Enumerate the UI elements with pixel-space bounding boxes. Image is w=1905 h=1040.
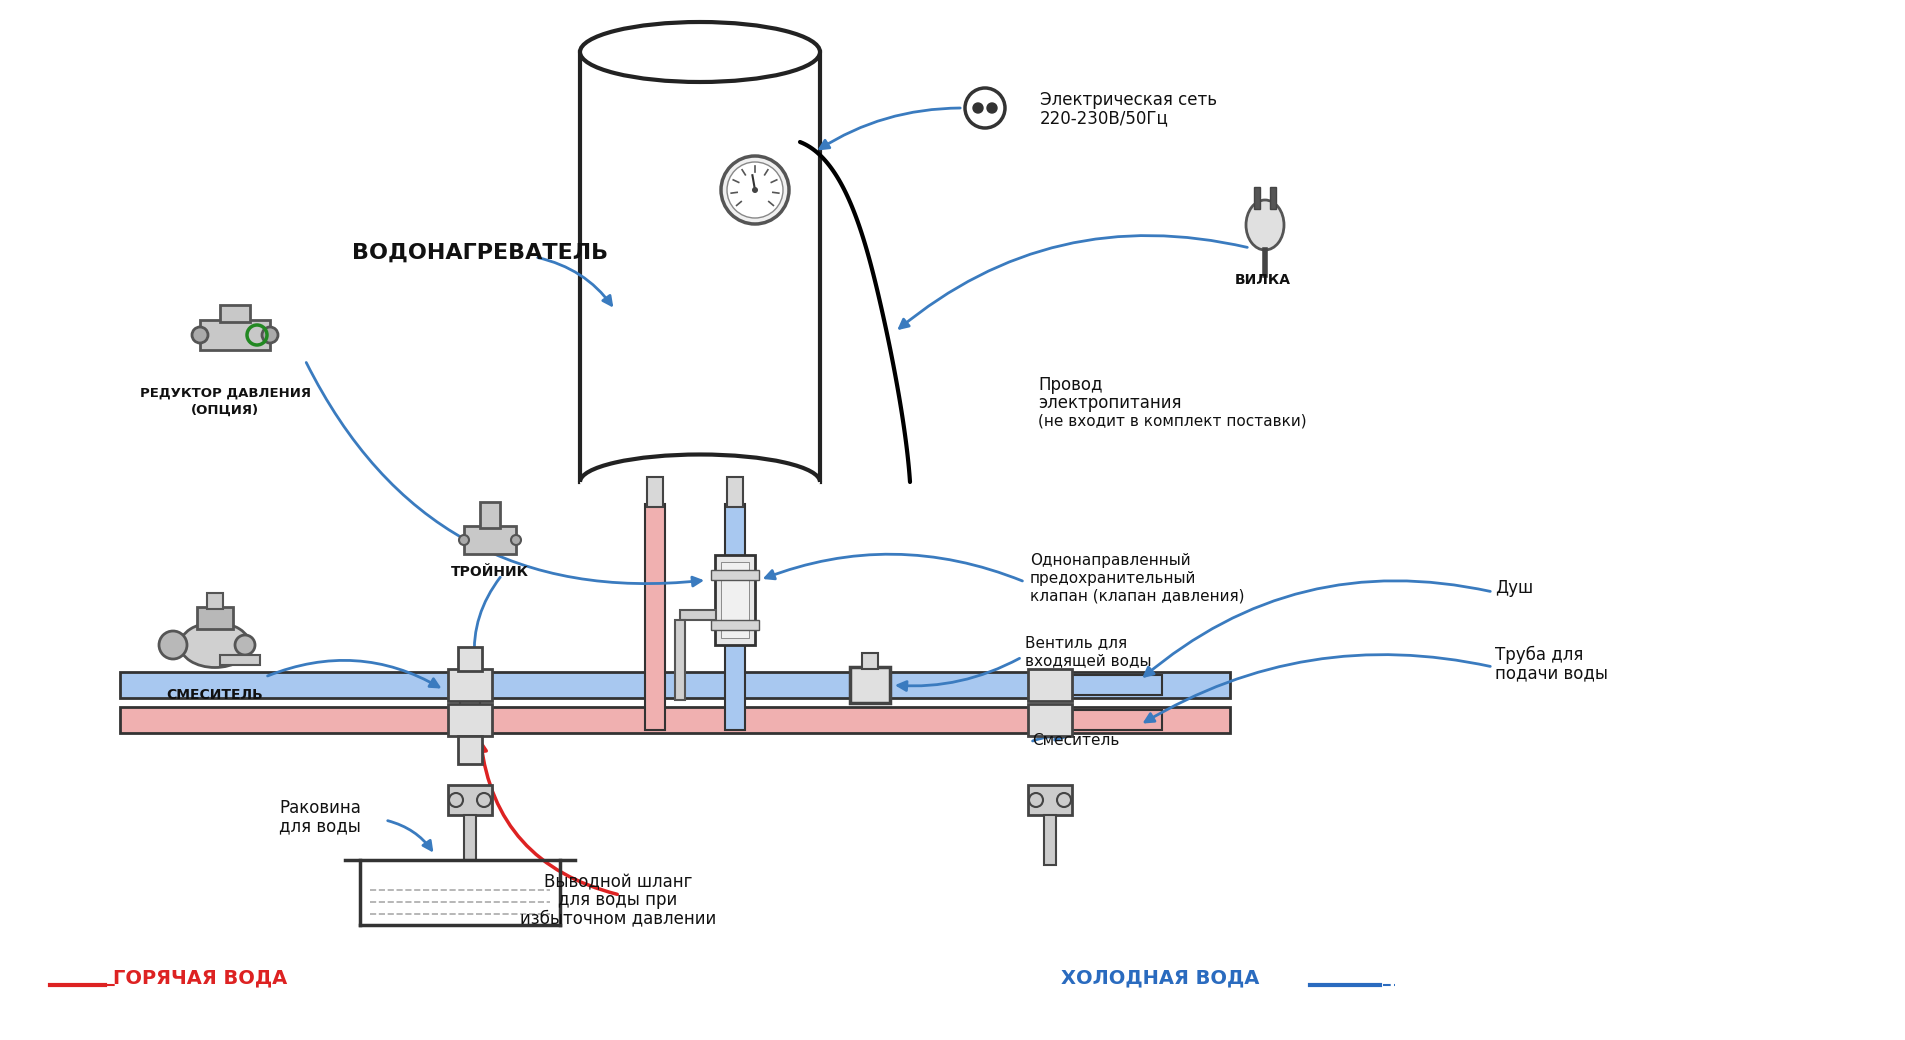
Text: (ОПЦИЯ): (ОПЦИЯ) [190,404,259,416]
Text: для воды: для воды [278,817,360,835]
Circle shape [752,187,758,193]
Bar [219,305,250,322]
Circle shape [261,327,278,343]
Bar [457,647,482,671]
Circle shape [459,535,469,545]
Bar [448,785,491,815]
Circle shape [511,535,520,545]
Text: для воды при: для воды при [558,891,678,909]
Text: Раковина: Раковина [278,799,360,817]
Ellipse shape [179,623,250,668]
Circle shape [987,103,996,113]
Bar [448,669,491,701]
Bar [196,607,232,629]
Circle shape [450,794,463,807]
Bar [680,610,716,620]
Bar [579,52,819,487]
Bar [1027,704,1071,736]
Text: 220-230В/50Гц: 220-230В/50Гц [1040,109,1168,127]
Bar [120,672,1229,698]
Bar [1027,785,1071,815]
Text: подачи воды: подачи воды [1494,664,1608,682]
Bar [720,562,749,638]
Text: входящей воды: входящей воды [1025,653,1151,669]
Ellipse shape [579,454,819,510]
Bar [711,570,758,580]
Bar [726,477,743,508]
Text: Труба для: Труба для [1494,646,1583,665]
Text: предохранительный: предохранительный [1029,571,1196,586]
Bar [457,736,482,764]
Text: СМЕСИТЕЛЬ: СМЕСИТЕЛЬ [166,688,263,702]
Bar [1044,815,1055,865]
Bar [463,526,516,554]
Bar [1071,710,1162,730]
Bar [724,504,745,730]
Text: ГОРЯЧАЯ ВОДА: ГОРЯЧАЯ ВОДА [112,968,288,988]
Bar [208,593,223,609]
Ellipse shape [1246,200,1284,250]
Text: Вентиль для: Вентиль для [1025,635,1126,650]
Text: ВОДОНАГРЕВАТЕЛЬ: ВОДОНАГРЕВАТЕЛЬ [352,243,608,263]
Circle shape [158,631,187,659]
Text: РЕДУКТОР ДАВЛЕНИЯ: РЕДУКТОР ДАВЛЕНИЯ [139,387,311,399]
Bar [674,620,684,700]
Bar [850,667,890,703]
Text: Душ: Душ [1494,579,1532,597]
Bar [1071,675,1162,695]
Text: ВИЛКА: ВИЛКА [1234,274,1290,287]
Text: Смеситель: Смеситель [1031,732,1118,748]
Circle shape [964,88,1004,128]
Circle shape [192,327,208,343]
Bar [120,707,1229,733]
Circle shape [1057,794,1071,807]
Bar [219,655,259,665]
Bar [861,653,878,669]
Text: Электрическая сеть: Электрическая сеть [1040,92,1217,109]
Circle shape [476,794,491,807]
Bar [646,477,663,508]
Bar [459,699,480,706]
Circle shape [1029,794,1042,807]
Bar [463,815,476,860]
Text: Однонаправленный: Однонаправленный [1029,552,1191,568]
Bar [448,704,491,736]
Text: ХОЛОДНАЯ ВОДА: ХОЛОДНАЯ ВОДА [1061,968,1259,988]
Text: Выводной шланг: Выводной шланг [543,873,692,891]
Text: электропитания: электропитания [1038,394,1181,412]
Circle shape [720,156,789,224]
Text: ТРОЙНИК: ТРОЙНИК [451,565,530,579]
Text: (не входит в комплект поставки): (не входит в комплект поставки) [1038,414,1307,428]
Bar [1269,187,1274,209]
Circle shape [972,103,983,113]
Circle shape [234,635,255,655]
Circle shape [726,162,783,218]
Ellipse shape [579,22,819,82]
Bar [714,555,754,645]
Bar [644,504,665,730]
Bar [1027,669,1071,701]
Bar [200,320,271,350]
Text: Провод: Провод [1038,376,1101,394]
Text: клапан (клапан давления): клапан (клапан давления) [1029,589,1244,603]
Text: избыточном давлении: избыточном давлении [520,909,716,927]
Bar [1253,187,1259,209]
Bar [480,502,499,528]
Bar [711,620,758,630]
